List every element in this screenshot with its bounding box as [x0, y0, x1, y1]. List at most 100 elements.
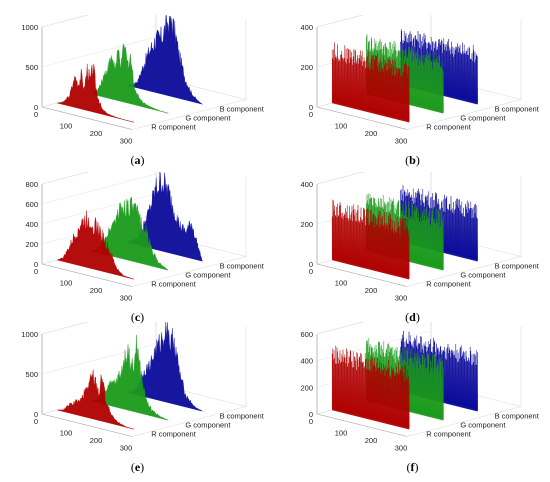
- x-axis-line: [316, 413, 408, 437]
- series-label: G component: [460, 271, 506, 280]
- series-label: B component: [495, 412, 540, 421]
- series-r-surface: [332, 199, 410, 280]
- series-label: B component: [495, 262, 540, 271]
- depth-axis-line: [406, 406, 522, 437]
- z-tick-label: 0: [309, 103, 313, 112]
- z-gridline: [316, 15, 364, 28]
- depth-axis-line: [131, 406, 247, 437]
- z-tick-label: 0: [34, 103, 38, 112]
- x-tick-label: 100: [335, 122, 348, 131]
- x-tick-label-origin: 0: [309, 267, 313, 276]
- x-tick-label-origin: 0: [34, 110, 38, 119]
- series-label: R component: [151, 430, 197, 439]
- x-axis-line: [316, 106, 408, 130]
- z-tick-label: 200: [300, 383, 313, 392]
- caption-a: (a): [130, 153, 145, 167]
- x-axis-line: [316, 263, 408, 287]
- z-tick-label: 0: [34, 410, 38, 419]
- z-gridline: [41, 36, 157, 68]
- z-tick-label: 0: [34, 260, 38, 269]
- z-tick-label: 400: [300, 180, 313, 189]
- z-gridline: [41, 172, 89, 185]
- x-tick-label: 300: [120, 444, 133, 453]
- series-label: B component: [220, 262, 265, 271]
- x-tick-label: 100: [335, 279, 348, 288]
- series-r-surface: [332, 345, 410, 430]
- series-label: R component: [151, 280, 197, 289]
- depth-axis-line: [131, 99, 247, 130]
- x-axis-line: [41, 413, 133, 437]
- z-tick-label: 0: [309, 410, 313, 419]
- depth-axis-line: [131, 256, 247, 287]
- x-tick-label-origin: 0: [34, 267, 38, 276]
- series-label: G component: [185, 114, 231, 123]
- series-label: R component: [426, 123, 472, 132]
- z-tick-label: 200: [25, 240, 38, 249]
- series-label: B component: [495, 105, 540, 114]
- z-gridline: [41, 343, 157, 375]
- series-label: R component: [426, 280, 472, 289]
- x-tick-label: 300: [395, 137, 408, 146]
- panel-e: 0 500 1000 0 100 200 300 B component G component…: [0, 322, 275, 482]
- series-label: B component: [220, 412, 265, 421]
- x-tick-label: 100: [60, 279, 73, 288]
- panel-c: 0 200 400 600 800 0 100 200 300 B component G comp…: [0, 172, 275, 332]
- x-tick-label: 200: [90, 286, 103, 295]
- x-tick-label-origin: 0: [34, 417, 38, 426]
- z-tick-label: 0: [309, 260, 313, 269]
- z-gridline: [41, 322, 89, 335]
- series-label: G component: [185, 421, 231, 430]
- series-label: G component: [460, 114, 506, 123]
- x-tick-label: 300: [120, 137, 133, 146]
- panel-b: 0 200 400 0 100 200 300 B component G component R…: [275, 15, 550, 175]
- z-tick-label: 200: [300, 220, 313, 229]
- panel-a: 0 500 1000 0 100 200 300 B component G component…: [0, 15, 275, 175]
- series-r-surface: [332, 42, 410, 123]
- x-tick-label: 100: [60, 429, 73, 438]
- series-r-surface: [56, 210, 135, 280]
- x-tick-label: 100: [335, 429, 348, 438]
- series-r-surface: [57, 63, 135, 123]
- x-tick-label: 200: [90, 129, 103, 138]
- series-g-surface: [90, 196, 169, 271]
- z-tick-label: 500: [25, 370, 38, 379]
- x-tick-label: 200: [365, 286, 378, 295]
- series-label: B component: [220, 105, 265, 114]
- series-label: G component: [460, 421, 506, 430]
- z-tick-label: 400: [25, 220, 38, 229]
- x-tick-label: 100: [60, 122, 73, 131]
- z-tick-label: 1000: [21, 23, 38, 32]
- z-tick-label: 1000: [21, 330, 38, 339]
- x-tick-label-origin: 0: [309, 417, 313, 426]
- z-gridline: [41, 15, 89, 28]
- x-tick-label: 300: [395, 294, 408, 303]
- caption-f: (f): [406, 460, 419, 474]
- depth-axis-line: [406, 256, 522, 287]
- caption-b: (b): [405, 153, 420, 167]
- z-gridline: [41, 193, 157, 225]
- series-g-surface: [90, 43, 169, 114]
- x-tick-label: 200: [365, 436, 378, 445]
- caption-d: (d): [405, 310, 420, 324]
- z-tick-label: 500: [25, 63, 38, 72]
- x-tick-label: 200: [365, 129, 378, 138]
- panel-d: 0 200 400 0 100 200 300 B component G component R…: [275, 172, 550, 332]
- caption-c: (c): [130, 310, 145, 324]
- series-b-surface: [125, 15, 203, 105]
- x-tick-label: 200: [90, 436, 103, 445]
- z-tick-label: 600: [25, 200, 38, 209]
- z-tick-label: 600: [300, 330, 313, 339]
- depth-axis-line: [406, 99, 522, 130]
- z-gridline: [41, 173, 157, 205]
- x-tick-label: 300: [120, 294, 133, 303]
- x-axis-line: [41, 263, 133, 287]
- z-tick-label: 400: [300, 23, 313, 32]
- caption-e: (e): [130, 460, 145, 474]
- x-axis-line: [41, 106, 133, 130]
